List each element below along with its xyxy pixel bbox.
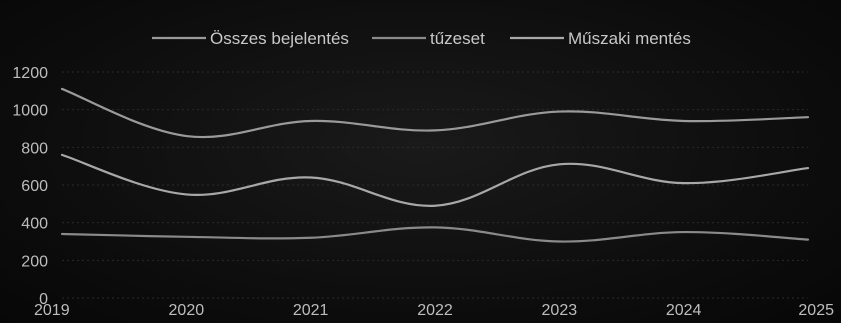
x-tick-label: 2019	[34, 302, 70, 319]
legend-label: tűzeset	[430, 29, 485, 48]
y-tick-label: 800	[21, 140, 48, 157]
x-tick-label: 2023	[542, 302, 578, 319]
y-tick-label: 200	[21, 253, 48, 270]
x-tick-label: 2021	[293, 302, 329, 319]
legend: Összes bejelentés tűzeset Műszaki mentés	[152, 29, 691, 48]
y-tick-label: 1000	[12, 103, 48, 120]
series-line	[60, 153, 810, 207]
y-axis-tick-labels: 0 200 400 600 800 1000 1200	[12, 65, 48, 308]
x-axis-tick-labels: 2019 2020 2021 2022 2023 2024 2025	[34, 302, 834, 319]
series-lines	[60, 87, 810, 243]
legend-label: Összes bejelentés	[210, 29, 349, 48]
x-tick-label: 2020	[169, 302, 205, 319]
legend-label: Műszaki mentés	[568, 29, 691, 48]
x-tick-label: 2022	[417, 302, 453, 319]
y-tick-label: 0	[39, 291, 48, 308]
series-line	[60, 226, 810, 243]
y-tick-label: 400	[21, 216, 48, 233]
x-tick-label: 2025	[798, 302, 834, 319]
gridlines	[62, 71, 808, 299]
x-tick-label: 2024	[666, 302, 702, 319]
y-tick-label: 600	[21, 178, 48, 195]
y-tick-label: 1200	[12, 65, 48, 82]
series-line	[60, 87, 810, 139]
